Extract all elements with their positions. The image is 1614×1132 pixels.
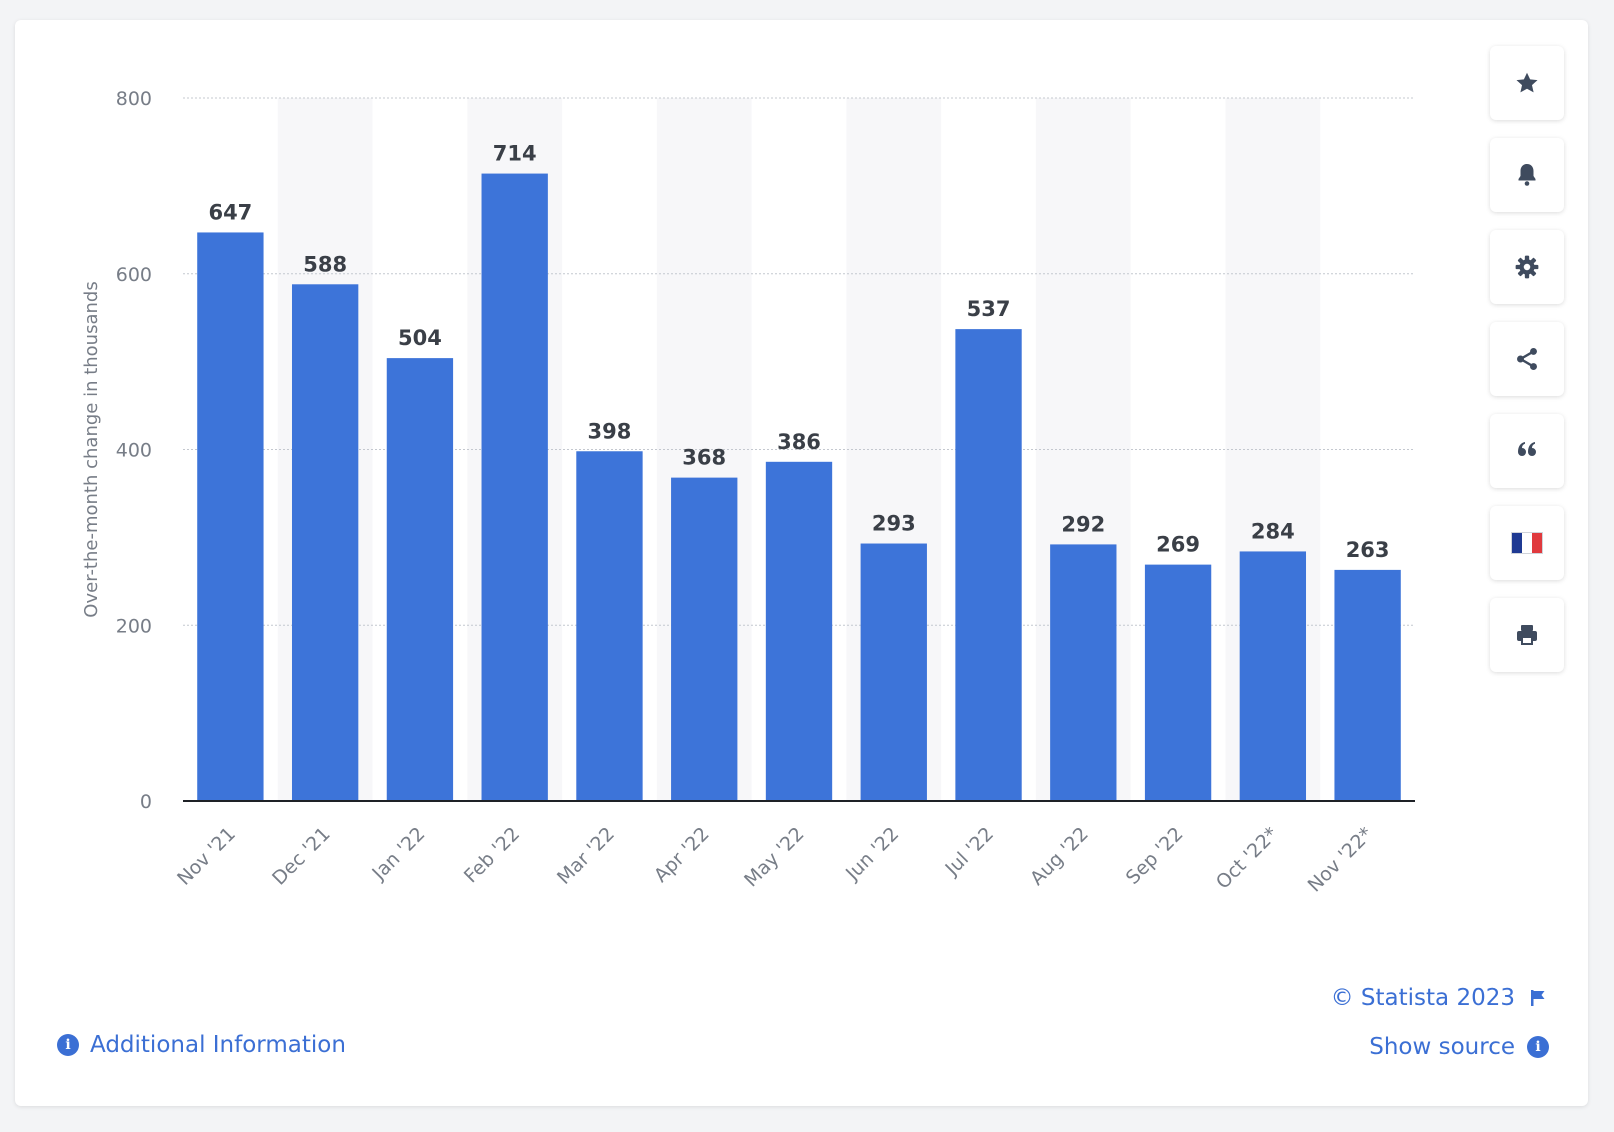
french-flag-icon [1511, 532, 1543, 554]
y-axis-label: Over-the-month change in thousands [81, 281, 102, 617]
y-tick-label: 600 [116, 264, 152, 286]
bar [386, 358, 454, 801]
data-label: 647 [208, 200, 252, 224]
x-tick-label: Apr '22 [650, 823, 714, 887]
data-label: 263 [1346, 538, 1390, 562]
language-button[interactable] [1490, 506, 1564, 580]
data-label: 269 [1156, 533, 1200, 557]
show-source-link[interactable]: Show source i [1369, 1034, 1549, 1060]
x-tick-label: Mar '22 [553, 823, 619, 889]
settings-button[interactable] [1490, 230, 1564, 304]
chart-card: 0 200 400 600 800 Over-the-month change in th… [15, 20, 1588, 1106]
data-label: 368 [682, 446, 726, 470]
bar [576, 451, 643, 801]
bar [291, 284, 359, 801]
bar [860, 543, 927, 801]
bar [481, 173, 548, 801]
y-tick-label: 200 [116, 615, 152, 637]
data-label: 588 [303, 252, 347, 276]
star-icon [1516, 72, 1538, 93]
bar [1144, 564, 1212, 801]
data-label: 292 [1061, 512, 1105, 536]
additional-information-text: Additional Information [90, 1032, 346, 1058]
share-button[interactable] [1490, 322, 1564, 396]
show-source-text: Show source [1369, 1034, 1515, 1060]
gear-icon [1515, 255, 1539, 279]
data-label: 284 [1251, 519, 1295, 543]
x-tick-label: Nov '21 [173, 823, 240, 890]
notification-button[interactable] [1490, 138, 1564, 212]
chart-toolbar [1490, 46, 1564, 690]
bar-chart: 0 200 400 600 800 Over-the-month change in th… [81, 88, 1415, 897]
x-tick-label: May '22 [740, 823, 808, 891]
favorite-button[interactable] [1490, 46, 1564, 120]
info-icon: i [57, 1034, 79, 1056]
x-tick-label: Feb '22 [460, 823, 524, 887]
x-tick-label: Aug '22 [1026, 823, 1093, 890]
data-label: 386 [777, 430, 821, 454]
data-label: 714 [493, 142, 537, 166]
flag-icon [1531, 990, 1545, 1006]
data-label: 293 [872, 512, 916, 536]
x-tick-label: Oct '22* [1212, 823, 1283, 894]
data-label: 504 [398, 326, 442, 350]
x-tick-label: Jun '22 [841, 823, 903, 885]
bar [1334, 569, 1401, 801]
bar [197, 232, 264, 802]
x-tick-label: Nov '22* [1304, 823, 1378, 897]
copyright-link[interactable]: © Statista 2023 [1331, 985, 1547, 1011]
additional-information-link[interactable]: i Additional Information [57, 1032, 346, 1058]
data-label: 537 [967, 297, 1011, 321]
print-icon [1517, 625, 1537, 645]
x-tick-label: Jul '22 [941, 823, 999, 881]
y-tick-label: 0 [140, 791, 152, 813]
bar [1239, 551, 1307, 801]
bar [671, 477, 738, 801]
x-tick-label: Sep '22 [1122, 823, 1188, 889]
info-icon: i [1527, 1036, 1549, 1058]
cite-button[interactable] [1490, 414, 1564, 488]
copyright-text: © Statista 2023 [1330, 985, 1515, 1011]
bar [1050, 544, 1117, 801]
bar [765, 461, 833, 801]
quote-icon [1518, 442, 1536, 456]
y-tick-label: 800 [116, 88, 152, 110]
y-tick-label: 400 [116, 440, 152, 462]
share-icon [1517, 347, 1537, 371]
x-tick-label: Jan '22 [367, 823, 429, 885]
x-tick-label: Dec '21 [268, 823, 335, 890]
data-label: 398 [588, 419, 632, 443]
bell-icon [1518, 164, 1536, 186]
print-button[interactable] [1490, 598, 1564, 672]
bar [955, 329, 1022, 801]
